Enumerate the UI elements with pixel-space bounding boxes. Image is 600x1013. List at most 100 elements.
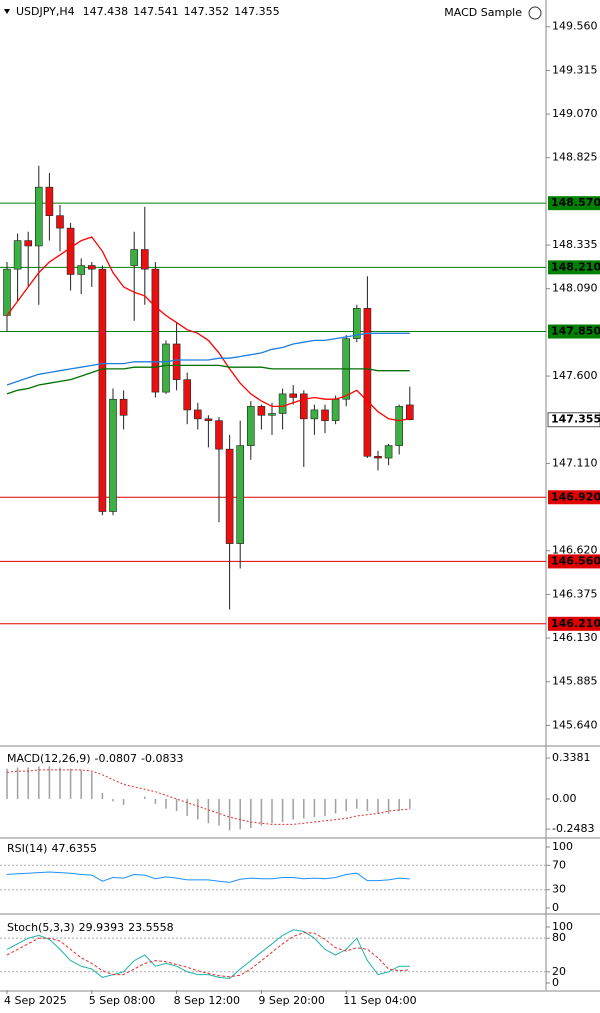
level-label: 148.210 bbox=[551, 260, 600, 273]
level-badge bbox=[548, 260, 600, 275]
candle-body bbox=[88, 265, 96, 270]
level-badge bbox=[548, 616, 600, 631]
candle-body bbox=[289, 393, 298, 398]
candle-body bbox=[109, 398, 117, 512]
current-price: 147.355 bbox=[551, 413, 600, 426]
candle-body bbox=[225, 448, 234, 544]
y-tick-label: 148.090 bbox=[552, 282, 598, 295]
stoch-signal: 23.5558 bbox=[128, 921, 174, 934]
candle-body bbox=[374, 455, 382, 459]
candle-body bbox=[352, 308, 361, 339]
menu-arrow[interactable] bbox=[4, 9, 10, 14]
x-tick-label: 11 Sep 04:00 bbox=[343, 994, 416, 1007]
x-tick-label: 9 Sep 20:00 bbox=[258, 994, 324, 1007]
candle-body bbox=[172, 343, 181, 380]
y-tick-label: -0.2483 bbox=[552, 822, 594, 835]
stoch-main bbox=[6, 929, 410, 980]
candle-body bbox=[363, 308, 372, 457]
candle-body bbox=[321, 409, 329, 421]
candle-body bbox=[151, 268, 160, 393]
candle-body bbox=[310, 409, 319, 420]
symbol: USDJPY,H4 bbox=[16, 5, 75, 18]
stoch-signal bbox=[6, 932, 410, 978]
y-tick-label: 30 bbox=[552, 883, 566, 896]
macd-value: -0.0807 bbox=[95, 752, 137, 765]
candle-body bbox=[384, 445, 393, 459]
y-tick-label: 147.600 bbox=[552, 369, 598, 382]
price-badge bbox=[547, 412, 600, 428]
moving-average bbox=[6, 364, 410, 395]
y-tick-label: 149.315 bbox=[552, 63, 598, 76]
level-badge bbox=[548, 490, 600, 505]
rsi-title: RSI(14) bbox=[7, 842, 47, 855]
moving-average bbox=[6, 332, 410, 386]
open: 147.438 bbox=[83, 5, 129, 18]
x-tick-label: 4 Sep 2025 bbox=[4, 994, 67, 1007]
candle-body bbox=[141, 249, 149, 270]
x-tick-label: 5 Sep 08:00 bbox=[89, 994, 155, 1007]
y-tick-label: 0.3381 bbox=[552, 751, 591, 764]
y-tick-label: 148.825 bbox=[552, 151, 598, 164]
y-tick-label: 100 bbox=[552, 920, 573, 933]
candle-body bbox=[278, 393, 287, 414]
level-label: 148.570 bbox=[551, 196, 600, 209]
y-tick-label: 146.375 bbox=[552, 587, 598, 600]
y-tick-label: 146.620 bbox=[552, 544, 598, 557]
candle-body bbox=[183, 379, 191, 411]
y-tick-label: 145.640 bbox=[552, 718, 598, 731]
y-tick-label: 0 bbox=[552, 901, 559, 914]
y-tick-label: 148.335 bbox=[552, 238, 598, 251]
expert-name[interactable]: MACD Sample bbox=[444, 6, 522, 19]
rsi-header: RSI(14) 47.6355 bbox=[7, 842, 97, 855]
candle-body bbox=[236, 445, 244, 544]
y-tick-label: 80 bbox=[552, 931, 566, 944]
rsi-value: 47.6355 bbox=[51, 842, 97, 855]
stoch-title: Stoch(5,3,3) bbox=[7, 921, 75, 934]
y-tick-label: 0 bbox=[552, 976, 559, 989]
candle-body bbox=[194, 409, 202, 420]
candle-body bbox=[268, 413, 276, 416]
level-badge bbox=[548, 324, 600, 339]
level-badge bbox=[548, 554, 600, 569]
y-tick-label: 149.560 bbox=[552, 20, 598, 33]
stoch-main: 29.9393 bbox=[79, 921, 125, 934]
signal-line bbox=[6, 769, 410, 825]
y-tick-label: 145.885 bbox=[552, 675, 598, 688]
y-tick-label: 146.130 bbox=[552, 631, 598, 644]
candle-body bbox=[405, 404, 414, 421]
candle-body bbox=[162, 343, 170, 393]
candle-body bbox=[98, 268, 107, 512]
y-tick-label: 100 bbox=[552, 840, 573, 853]
indicator-line bbox=[6, 871, 410, 883]
level-badge bbox=[548, 196, 600, 211]
candle-body bbox=[66, 227, 75, 275]
candle-body bbox=[247, 406, 255, 446]
y-tick-label: 147.110 bbox=[552, 456, 598, 469]
candle-body bbox=[77, 265, 85, 275]
candle-body bbox=[395, 406, 404, 446]
level-label: 146.920 bbox=[551, 490, 600, 503]
y-tick-label: 20 bbox=[552, 965, 566, 978]
candle-body bbox=[56, 215, 64, 229]
stoch-header: Stoch(5,3,3) 29.9393 23.5558 bbox=[7, 921, 174, 934]
macd-header: MACD(12,26,9) -0.0807 -0.0833 bbox=[7, 752, 183, 765]
y-tick-label: 0.00 bbox=[552, 792, 577, 805]
candle-body bbox=[215, 420, 223, 450]
candle-body bbox=[3, 268, 11, 316]
candle-body bbox=[331, 398, 340, 421]
close: 147.355 bbox=[234, 5, 280, 18]
candle-body bbox=[299, 393, 308, 420]
candle-body bbox=[45, 186, 54, 216]
expert-icon[interactable] bbox=[528, 6, 542, 20]
candle-body bbox=[24, 240, 33, 247]
moving-average bbox=[6, 236, 410, 422]
macd-signal: -0.0833 bbox=[141, 752, 183, 765]
x-tick-label: 8 Sep 12:00 bbox=[174, 994, 240, 1007]
macd-title: MACD(12,26,9) bbox=[7, 752, 91, 765]
high: 147.541 bbox=[133, 5, 179, 18]
y-tick-label: 149.070 bbox=[552, 107, 598, 120]
chart-header: USDJPY,H4 147.438 147.541 147.352 147.355 bbox=[16, 5, 280, 18]
